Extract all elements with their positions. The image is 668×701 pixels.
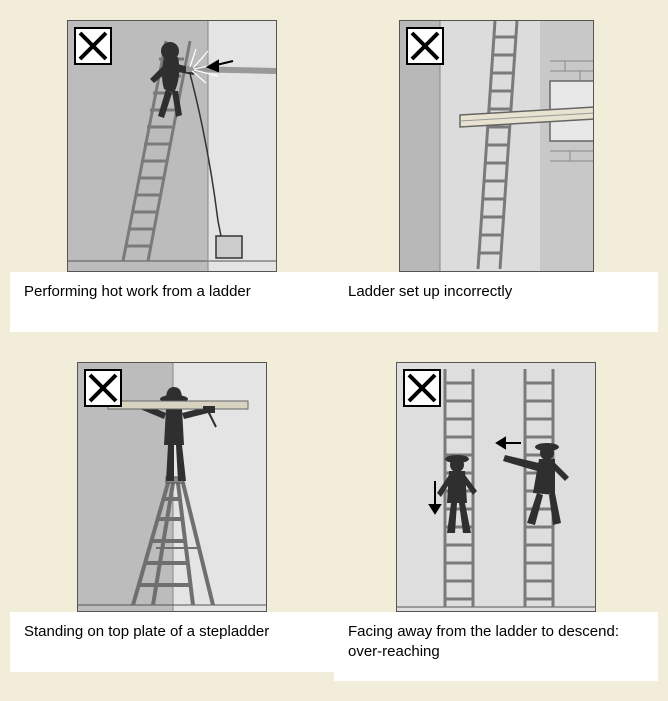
x-mark-icon <box>406 27 444 65</box>
caption-box: Performing hot work from a ladder <box>10 272 334 332</box>
cell-top-plate: Standing on top plate of a stepladder <box>10 362 334 681</box>
caption-box: Facing away from the ladder to descend: … <box>334 612 658 681</box>
cell-hot-work: Performing hot work from a ladder <box>10 20 334 332</box>
cell-incorrect-setup: Ladder set up incorrectly <box>334 20 658 332</box>
caption-box: Standing on top plate of a stepladder <box>10 612 334 672</box>
panel-top-plate <box>77 362 267 612</box>
x-mark-icon <box>74 27 112 65</box>
panel-facing-away <box>396 362 596 612</box>
caption-text: Facing away from the ladder to descend: … <box>348 622 644 663</box>
x-mark-icon <box>84 369 122 407</box>
caption-text: Ladder set up incorrectly <box>348 282 644 302</box>
x-mark-icon <box>403 369 441 407</box>
caption-box: Ladder set up incorrectly <box>334 272 658 332</box>
safety-grid: Performing hot work from a ladder <box>0 0 668 691</box>
caption-text: Standing on top plate of a stepladder <box>24 622 320 642</box>
panel-hot-work <box>67 20 277 272</box>
panel-incorrect-setup <box>399 20 594 272</box>
cell-facing-away: Facing away from the ladder to descend: … <box>334 362 658 681</box>
caption-text: Performing hot work from a ladder <box>24 282 320 302</box>
